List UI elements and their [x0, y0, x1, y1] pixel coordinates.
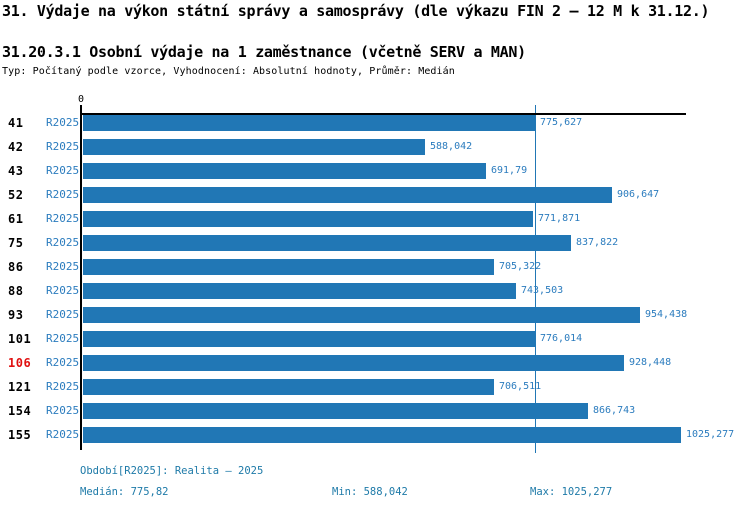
chart-subtitle: 31.20.3.1 Osobní výdaje na 1 zaměstnance… [2, 43, 526, 61]
median-line [535, 105, 536, 453]
period-label: R2025 [46, 164, 80, 177]
bar-row: 106 R2025 928,448 [0, 355, 750, 371]
value-label: 906,647 [617, 189, 660, 200]
period-label: R2025 [46, 284, 80, 297]
category-label: 61 [8, 212, 24, 226]
axis-top-line [81, 113, 686, 115]
bar-row: 101 R2025 776,014 [0, 331, 750, 347]
value-label: 928,448 [629, 357, 672, 368]
bar [83, 355, 624, 371]
bar [83, 283, 516, 299]
period-label: R2025 [46, 332, 80, 345]
period-label: R2025 [46, 140, 80, 153]
category-label: 155 [8, 428, 32, 442]
category-label: 121 [8, 380, 32, 394]
bar-row: 88 R2025 743,503 [0, 283, 750, 299]
category-label: 43 [8, 164, 24, 178]
value-label: 588,042 [430, 141, 473, 152]
bar [83, 235, 571, 251]
value-label: 705,322 [499, 261, 542, 272]
bar-row: 61 R2025 771,871 [0, 211, 750, 227]
bar-row: 86 R2025 705,322 [0, 259, 750, 275]
bar [83, 115, 535, 131]
footer-max: Max: 1025,277 [530, 486, 613, 498]
bar-row: 93 R2025 954,438 [0, 307, 750, 323]
value-label: 743,503 [521, 285, 564, 296]
category-label: 41 [8, 116, 24, 130]
period-label: R2025 [46, 188, 80, 201]
bar-row: 155 R2025 1025,277 [0, 427, 750, 443]
value-label: 776,014 [540, 333, 583, 344]
period-label: R2025 [46, 212, 80, 225]
bar [83, 187, 612, 203]
bar-row: 52 R2025 906,647 [0, 187, 750, 203]
category-label: 42 [8, 140, 24, 154]
bar [83, 139, 425, 155]
bar [83, 403, 588, 419]
bar [83, 307, 640, 323]
period-label: R2025 [46, 356, 80, 369]
value-label: 771,871 [538, 213, 581, 224]
period-label: R2025 [46, 236, 80, 249]
bar-row: 43 R2025 691,79 [0, 163, 750, 179]
value-label: 1025,277 [686, 429, 735, 440]
period-label: R2025 [46, 260, 80, 273]
bar-row: 121 R2025 706,511 [0, 379, 750, 395]
value-label: 954,438 [645, 309, 688, 320]
period-label: R2025 [46, 404, 80, 417]
category-label: 75 [8, 236, 24, 250]
chart-meta-line: Typ: Počítaný podle vzorce, Vyhodnocení:… [2, 66, 455, 77]
value-label: 706,511 [499, 381, 542, 392]
bar-row: 75 R2025 837,822 [0, 235, 750, 251]
axis-origin-tick [80, 105, 82, 113]
bar [83, 211, 533, 227]
footer-period: Období[R2025]: Realita – 2025 [80, 465, 264, 477]
period-label: R2025 [46, 380, 80, 393]
axis-origin-label: 0 [77, 94, 85, 105]
bar [83, 163, 486, 179]
category-label: 106 [8, 356, 32, 370]
footer-min: Min: 588,042 [332, 486, 408, 498]
category-label: 88 [8, 284, 24, 298]
bar-row: 154 R2025 866,743 [0, 403, 750, 419]
period-label: R2025 [46, 308, 80, 321]
category-label: 101 [8, 332, 32, 346]
value-label: 775,627 [540, 117, 583, 128]
category-label: 52 [8, 188, 24, 202]
value-label: 866,743 [593, 405, 636, 416]
value-label: 837,822 [576, 237, 619, 248]
category-label: 93 [8, 308, 24, 322]
bar [83, 331, 535, 347]
bar-row: 42 R2025 588,042 [0, 139, 750, 155]
plot-area: 41 R2025 775,627 42 R2025 588,042 43 R2025 691,7… [0, 105, 750, 463]
page-title: 31. Výdaje na výkon státní správy a samo… [2, 2, 710, 20]
axis-vertical-line [80, 113, 82, 450]
period-label: R2025 [46, 428, 80, 441]
bar [83, 379, 494, 395]
bar [83, 259, 494, 275]
value-label: 691,79 [491, 165, 528, 176]
footer-median: Medián: 775,82 [80, 486, 169, 498]
category-label: 86 [8, 260, 24, 274]
bar-row: 41 R2025 775,627 [0, 115, 750, 131]
category-label: 154 [8, 404, 32, 418]
bar [83, 427, 681, 443]
period-label: R2025 [46, 116, 80, 129]
